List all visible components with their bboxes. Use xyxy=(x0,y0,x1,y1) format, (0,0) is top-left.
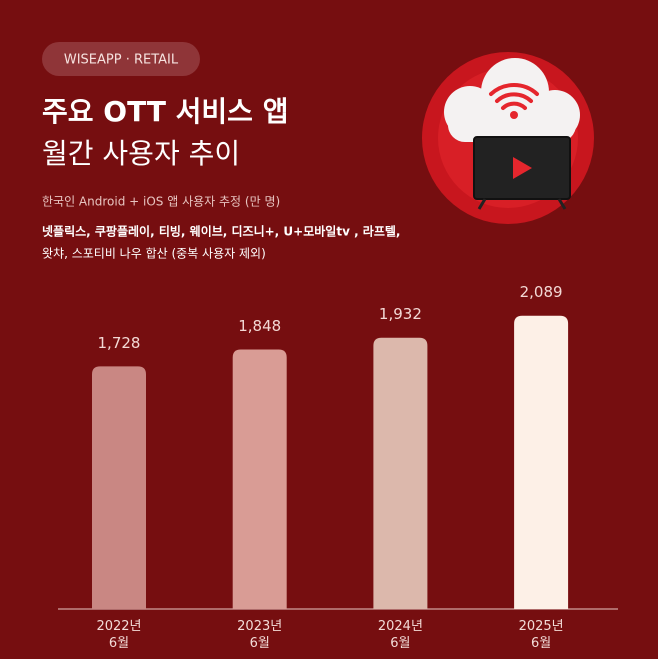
x-tick-label: 2022년 6월 xyxy=(96,619,142,651)
note: 왓챠, 스포티비 나우 합산 (중복 사용자 제외) xyxy=(42,247,266,261)
subtitle: 한국인 Android + iOS 앱 사용자 추정 (만 명) xyxy=(42,195,280,209)
bar xyxy=(514,315,569,609)
x-tick-label: 2024년 6월 xyxy=(377,619,423,651)
x-tick-label: 2025년 6월 xyxy=(518,619,564,651)
title: 주요 OTT 서비스 앱 xyxy=(42,95,288,128)
value-label: 1,932 xyxy=(379,305,422,323)
icon xyxy=(422,52,594,224)
badge-bg xyxy=(42,42,200,76)
value-label: 1,848 xyxy=(238,317,281,335)
badge: WISEAPP · RETAIL xyxy=(64,53,179,68)
value-label: 1,728 xyxy=(98,334,141,352)
bar xyxy=(232,349,287,609)
x-tick-label: 2023년 6월 xyxy=(237,619,283,651)
note: 넷플릭스, 쿠팡플레이, 티빙, 웨이브, 디즈니+, U+모바일tv , 라프… xyxy=(42,224,401,239)
bar xyxy=(92,366,146,609)
value-label: 2,089 xyxy=(520,283,563,301)
title: 월간 사용자 추이 xyxy=(42,137,240,170)
bar xyxy=(373,337,428,609)
